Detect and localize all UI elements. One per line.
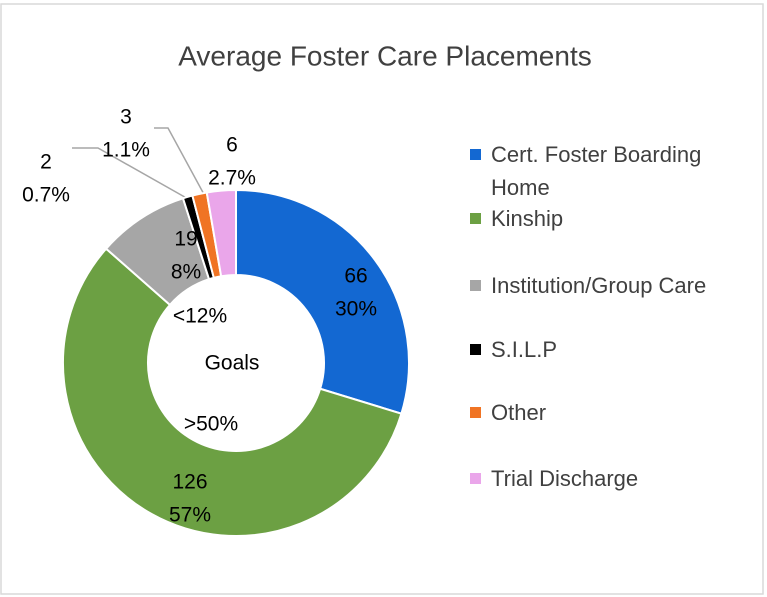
legend-item: Kinship [470, 202, 701, 235]
data-label-percent: 30% [335, 298, 377, 321]
legend-label: Cert. Foster Boarding Home [491, 142, 702, 200]
data-label-percent: 57% [169, 504, 211, 527]
donut-slice [235, 188, 410, 415]
data-label-count: 19 [174, 228, 197, 251]
annotation: <12% [173, 305, 227, 328]
legend-swatch [470, 213, 481, 224]
legend-label: S.I.L.P [491, 337, 558, 362]
data-label-count: 2 [40, 151, 52, 174]
legend-label: Trial Discharge [491, 466, 639, 491]
donut-slice [62, 247, 403, 537]
legend-item: Institution/Group Care [470, 269, 751, 302]
legend-swatch [470, 149, 481, 160]
leader-line [72, 147, 191, 201]
legend-swatch [470, 473, 481, 484]
data-label-percent: 2.7% [208, 167, 256, 190]
data-label-count: 6 [226, 134, 238, 157]
legend-item: Cert. Foster Boarding Home [470, 138, 751, 204]
legend-item: Trial Discharge [470, 462, 751, 495]
data-label-percent: 0.7% [22, 184, 70, 207]
legend-swatch [470, 344, 481, 355]
annotation: >50% [184, 413, 238, 436]
legend-swatch [470, 280, 481, 291]
leader-line [154, 127, 207, 199]
data-label-count: 66 [344, 265, 367, 288]
data-label-percent: 8% [171, 261, 201, 284]
donut-slice [205, 188, 237, 278]
center-text: Goals [205, 352, 260, 375]
chart-title: Average Foster Care Placements [178, 40, 591, 71]
data-label-percent: 1.1% [102, 139, 150, 162]
data-label-count: 3 [120, 106, 132, 129]
legend-label: Kinship [491, 206, 564, 231]
legend-item: S.I.L.P [470, 333, 751, 366]
legend-swatch [470, 407, 481, 418]
legend-label: Other [491, 400, 547, 425]
data-label-count: 126 [172, 471, 207, 494]
legend-item: Other [470, 396, 751, 429]
legend-label: Institution/Group Care [491, 273, 707, 298]
